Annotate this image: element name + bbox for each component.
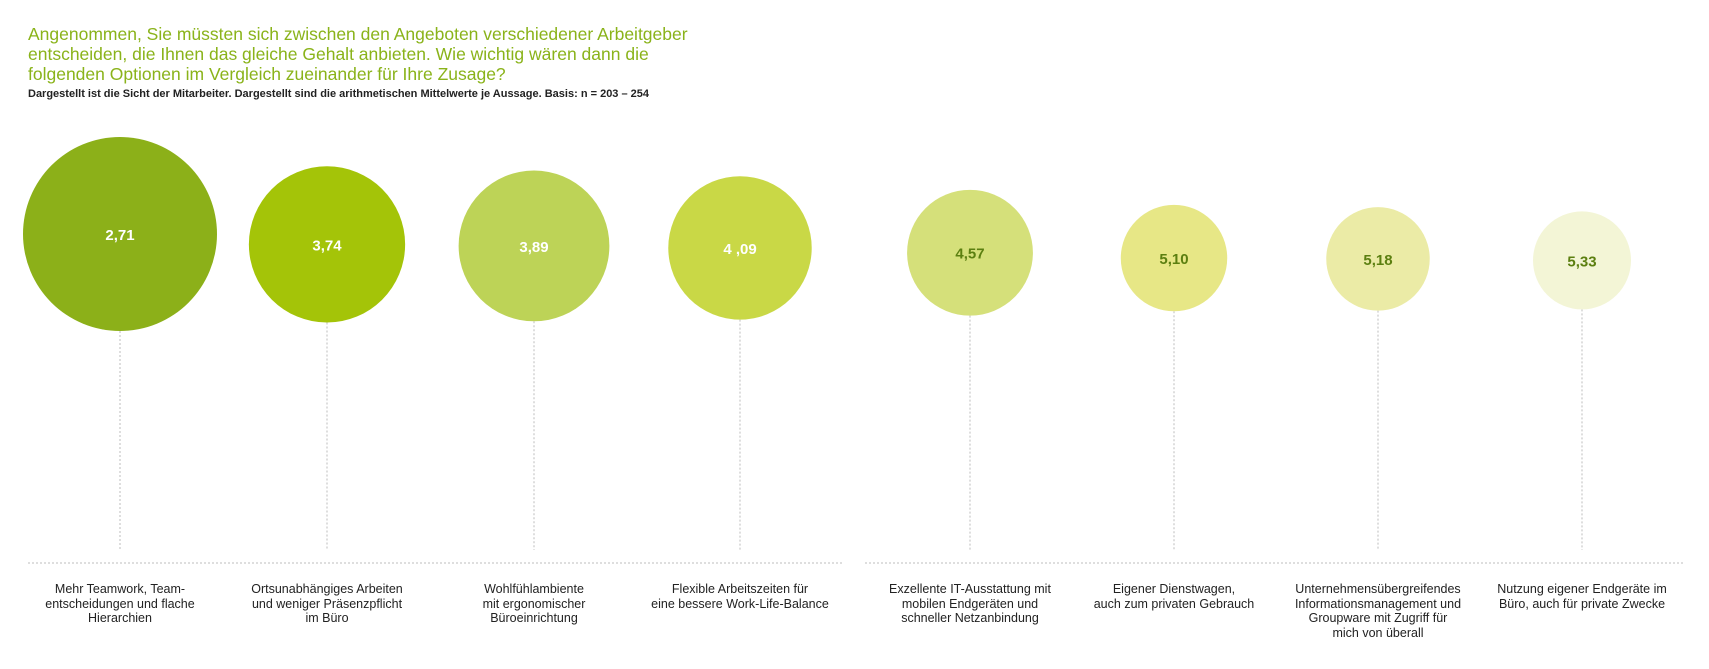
bubble-value-label: 3,89 xyxy=(519,239,548,256)
bubble xyxy=(668,176,812,320)
bubble-value-label: 5,10 xyxy=(1159,251,1188,268)
bubble-value-label: 4,57 xyxy=(955,246,984,263)
bubble xyxy=(1533,211,1631,310)
chart-title: Angenommen, Sie müssten sich zwischen de… xyxy=(28,24,688,84)
category-label: Ortsunabhängiges Arbeiten und weniger Pr… xyxy=(251,582,403,625)
bubble xyxy=(1120,204,1228,312)
bubble xyxy=(458,170,610,322)
category-label: Unternehmensübergreifendes Informationsm… xyxy=(1294,582,1462,640)
chart-subtitle: Dargestellt ist die Sicht der Mitarbeite… xyxy=(28,88,650,100)
category-label: Wohlfühlambiente mit ergonomischer Büroe… xyxy=(482,582,586,625)
bubble-value-label: 3,74 xyxy=(312,237,342,254)
bubble xyxy=(248,166,406,323)
category-label: Exzellente IT-Ausstattung mit mobilen En… xyxy=(889,582,1051,625)
category-label: Nutzung eigener Endgeräte im Büro, auch … xyxy=(1497,582,1667,611)
bubble xyxy=(907,189,1033,316)
category-label: Eigener Dienstwagen, auch zum privaten G… xyxy=(1093,582,1255,611)
category-label: Flexible Arbeitszeiten für eine bessere … xyxy=(651,582,829,611)
bubble-value-label: 4 ,09 xyxy=(723,241,756,258)
category-label: Mehr Teamwork, Team- entscheidungen und … xyxy=(45,582,195,625)
bubble-value-label: 5,18 xyxy=(1363,252,1392,269)
bubble-value-label: 5,33 xyxy=(1567,253,1596,270)
bubble xyxy=(23,137,217,331)
bubble-value-label: 2,71 xyxy=(105,227,134,244)
bubble xyxy=(1326,207,1430,311)
